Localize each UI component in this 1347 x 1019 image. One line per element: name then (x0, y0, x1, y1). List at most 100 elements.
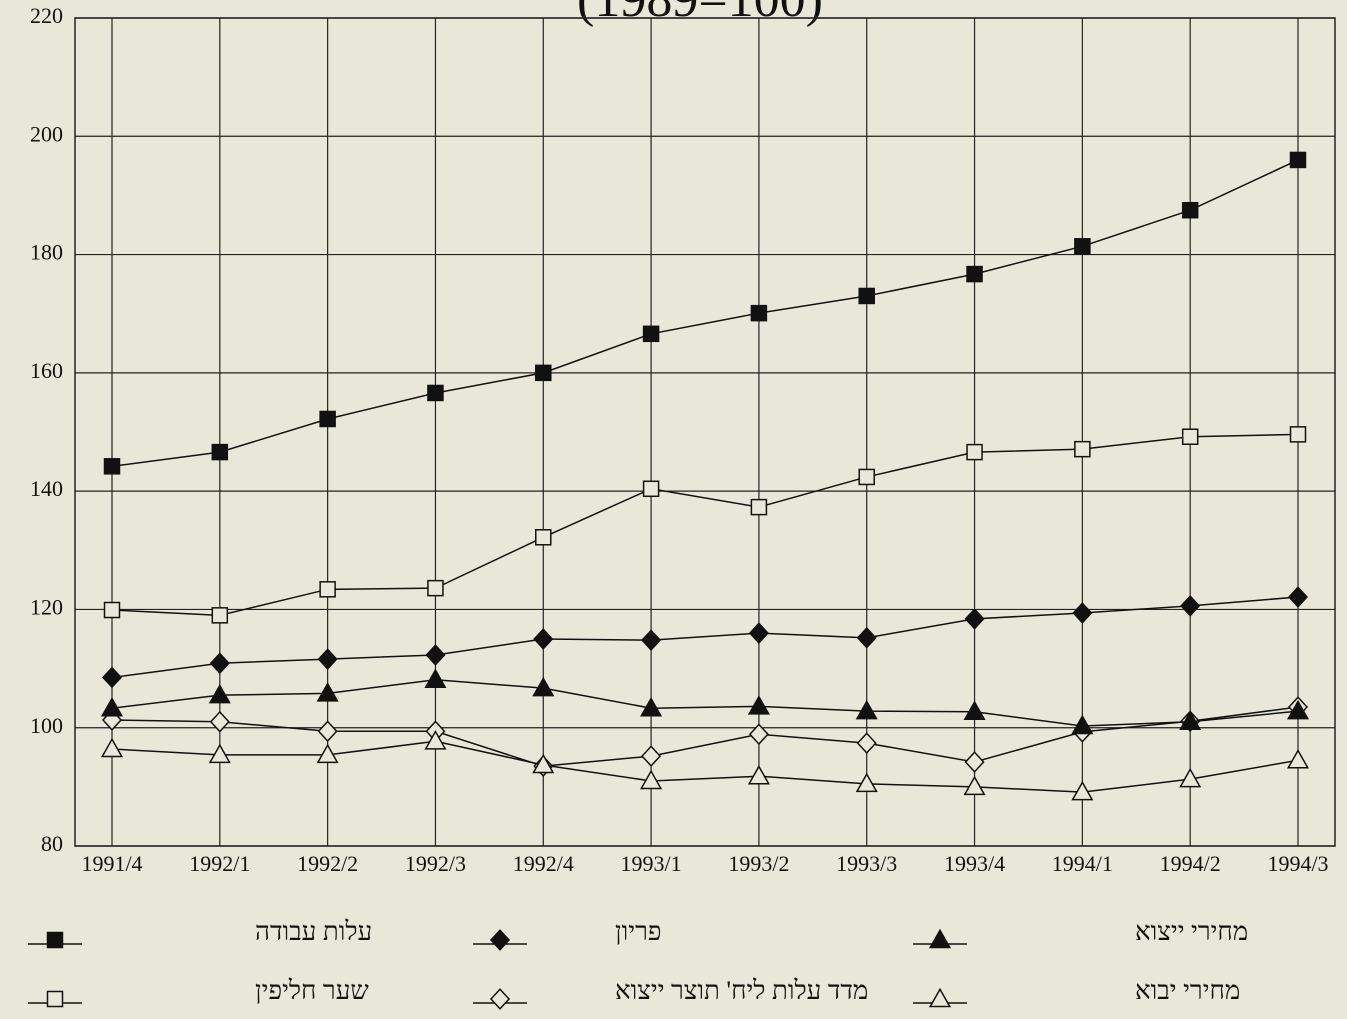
marker (319, 410, 336, 428)
marker (928, 987, 952, 1008)
y-tick-label: 160 (30, 358, 63, 383)
marker (103, 458, 121, 475)
marker (855, 772, 878, 793)
marker (211, 607, 229, 624)
marker (103, 601, 121, 619)
series-line (111, 159, 1299, 468)
marker (641, 629, 662, 652)
y-tick-label: 80 (41, 831, 63, 856)
marker (748, 723, 769, 746)
marker (1074, 440, 1091, 458)
x-tick-label: 1992/2 (297, 851, 358, 876)
marker (532, 676, 555, 697)
marker (856, 626, 877, 649)
marker (963, 775, 986, 796)
marker (748, 622, 769, 644)
x-tick-label: 1994/1 (1052, 851, 1113, 876)
marker (101, 666, 123, 689)
marker (1286, 699, 1310, 720)
legend-label: מחירי ייצוא (1135, 917, 1248, 946)
marker (535, 529, 552, 546)
marker (100, 696, 124, 717)
marker (427, 384, 444, 402)
marker (533, 628, 554, 650)
legend-label: פריון (615, 917, 662, 946)
marker (211, 443, 229, 461)
marker (208, 683, 231, 704)
series-line (111, 740, 1299, 793)
marker (855, 699, 878, 720)
marker (209, 710, 230, 733)
marker (316, 743, 339, 764)
marker (100, 737, 124, 758)
plot-frame (74, 17, 1336, 847)
marker (1287, 586, 1309, 608)
marker (964, 751, 985, 773)
marker (750, 498, 768, 516)
x-tick-label: 1992/3 (405, 851, 466, 876)
marker (858, 287, 875, 305)
marker (319, 581, 336, 598)
series-line (111, 679, 1299, 727)
x-tick-label: 1993/4 (944, 851, 1005, 876)
marker (641, 745, 662, 767)
x-tick-label: 1993/1 (621, 851, 682, 876)
marker (1181, 201, 1199, 219)
marker (208, 743, 231, 764)
marker (316, 682, 339, 702)
series-line (111, 433, 1299, 617)
marker (747, 764, 770, 785)
marker (642, 325, 660, 343)
marker (489, 988, 511, 1010)
chart-title: (1989=100) (577, 0, 823, 28)
x-tick-label: 1993/2 (728, 851, 789, 876)
marker (747, 695, 770, 715)
y-tick-label: 180 (30, 240, 63, 265)
marker (1286, 748, 1310, 769)
x-tick-label: 1991/4 (81, 851, 142, 876)
marker (1071, 780, 1094, 801)
x-tick-label: 1993/3 (836, 851, 897, 876)
y-tick-label: 140 (30, 476, 63, 501)
marker (424, 668, 447, 689)
marker (964, 608, 985, 630)
marker (535, 364, 552, 382)
marker (640, 696, 663, 717)
marker (317, 720, 338, 743)
marker (1074, 238, 1091, 255)
marker (1179, 767, 1202, 788)
legend-label: עלות עבודה (255, 917, 372, 946)
marker (1181, 428, 1199, 445)
marker (966, 443, 983, 461)
marker (209, 652, 230, 675)
legend-label: מחירי יבוא (1135, 976, 1240, 1005)
series-line (111, 596, 1299, 679)
y-tick-label: 200 (30, 121, 63, 146)
x-tick-label: 1992/4 (513, 851, 574, 876)
marker (46, 931, 64, 949)
marker (46, 990, 64, 1008)
marker (317, 648, 338, 670)
marker (424, 730, 447, 750)
marker (640, 769, 663, 790)
marker (1071, 714, 1094, 735)
marker (858, 468, 875, 486)
marker (427, 579, 444, 597)
y-tick-label: 100 (30, 713, 63, 738)
x-tick-label: 1994/3 (1267, 851, 1328, 876)
y-tick-label: 220 (30, 3, 63, 28)
series-line (111, 706, 1299, 767)
legend-label: מדד עלות ליח' תוצר ייצוא (615, 976, 868, 1005)
legend-label: שער חליפין (255, 976, 369, 1005)
marker (642, 480, 660, 498)
marker (1289, 426, 1307, 443)
marker (1180, 595, 1201, 617)
marker (856, 732, 877, 754)
y-tick-label: 120 (30, 594, 63, 619)
x-tick-label: 1994/2 (1160, 851, 1221, 876)
x-tick-label: 1992/1 (189, 851, 250, 876)
marker (489, 929, 511, 951)
marker (928, 928, 952, 949)
marker (966, 265, 983, 283)
